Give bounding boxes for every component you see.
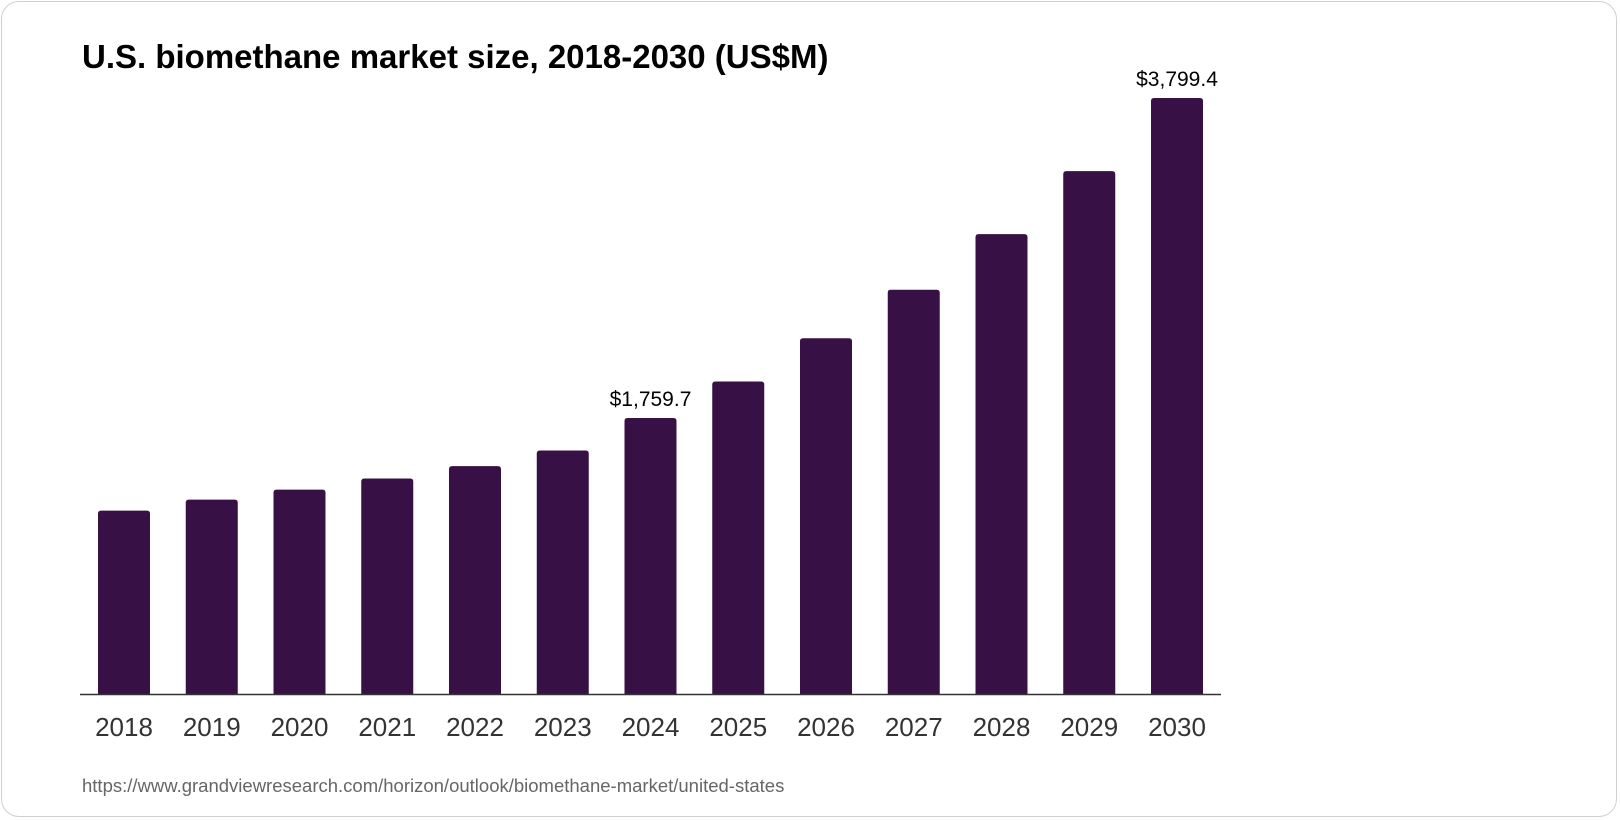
source-url: https://www.grandviewresearch.com/horizo… [82,775,785,796]
x-tick-label: 2029 [1060,712,1118,742]
bar-2025 [712,381,765,694]
x-tick-label: 2019 [183,712,241,742]
bar-2020 [273,489,326,694]
x-tick-label: 2025 [709,712,767,742]
bar-2023 [536,450,589,694]
x-tick-label: 2030 [1148,712,1206,742]
bar-2022 [449,466,501,694]
bar-2018 [98,510,150,694]
x-tick-label: 2028 [973,712,1031,742]
bar-2027 [887,289,940,694]
data-label-2030: $3,799.4 [1136,68,1218,91]
bar-2026 [800,338,852,694]
bar-2024 [624,417,677,694]
x-tick-label: 2022 [446,712,504,742]
bar-2019 [185,499,238,694]
data-label-2024: $1,759.7 [610,388,692,411]
x-tick-label: 2023 [534,712,592,742]
x-tick-label: 2024 [622,712,680,742]
x-tick-label: 2027 [885,712,943,742]
bar-2030 [1151,98,1203,694]
x-tick-label: 2021 [358,712,416,742]
bar-2021 [361,478,414,694]
x-tick-label: 2026 [797,712,855,742]
x-tick-label: 2020 [271,712,329,742]
bar-2029 [1063,171,1116,694]
x-tick-label: 2018 [95,712,153,742]
chart-title: U.S. biomethane market size, 2018-2030 (… [82,38,829,75]
bar-2028 [975,234,1028,694]
